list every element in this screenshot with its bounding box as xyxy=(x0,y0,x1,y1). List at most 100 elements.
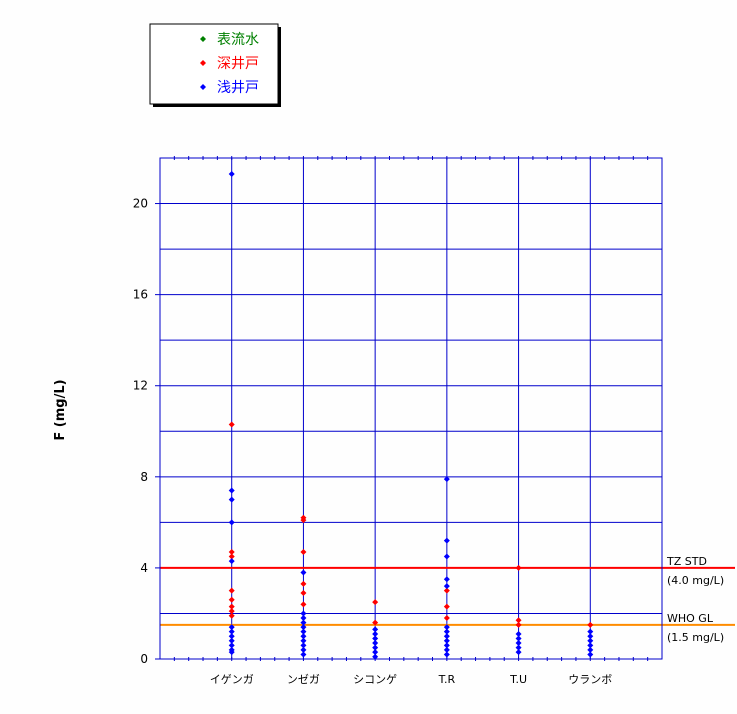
data-point xyxy=(228,612,235,619)
legend-label: 深井戸 xyxy=(217,56,259,72)
data-point xyxy=(372,640,379,647)
x-tick-label: ウランボ xyxy=(568,673,612,686)
plot-frame xyxy=(159,157,663,660)
legend-label: 表流水 xyxy=(217,32,259,48)
data-point xyxy=(228,487,235,494)
data-point xyxy=(228,558,235,565)
data-point xyxy=(300,633,307,640)
data-point xyxy=(587,628,594,635)
data-point xyxy=(587,642,594,649)
data-point xyxy=(300,646,307,653)
data-point xyxy=(300,651,307,658)
y-tick-label: 8 xyxy=(140,470,148,484)
data-point xyxy=(372,635,379,642)
data-point xyxy=(228,519,235,526)
data-point xyxy=(587,646,594,653)
data-point xyxy=(515,635,522,642)
data-point xyxy=(443,628,450,635)
data-point xyxy=(228,170,235,177)
data-point xyxy=(300,615,307,622)
data-point xyxy=(228,496,235,503)
data-point xyxy=(515,644,522,651)
reference-label-value: (1.5 mg/L) xyxy=(667,631,724,644)
data-point xyxy=(372,619,379,626)
y-tick-label: 16 xyxy=(133,288,148,302)
data-point xyxy=(300,580,307,587)
data-point xyxy=(228,587,235,594)
data-point xyxy=(228,553,235,560)
data-point xyxy=(515,630,522,637)
grid xyxy=(160,157,662,660)
data-point xyxy=(300,628,307,635)
data-point xyxy=(228,603,235,610)
legend-label: 浅井戸 xyxy=(217,80,259,96)
data-point xyxy=(372,630,379,637)
x-tick-label: ンゼガ xyxy=(287,673,320,686)
data-point xyxy=(228,624,235,631)
data-point xyxy=(372,626,379,633)
data-point xyxy=(228,637,235,644)
data-point xyxy=(300,642,307,649)
data-point xyxy=(228,633,235,640)
reference-label: WHO GL xyxy=(667,612,714,625)
data-point xyxy=(300,610,307,617)
data-point xyxy=(443,553,450,560)
y-tick-label: 0 xyxy=(140,652,148,666)
reference-label-value: (4.0 mg/L) xyxy=(667,574,724,587)
data-point xyxy=(228,608,235,615)
x-tick-label: T.R xyxy=(438,673,456,686)
data-point xyxy=(443,603,450,610)
data-point xyxy=(587,651,594,658)
data-point xyxy=(515,640,522,647)
y-axis-label: F (mg/L) xyxy=(53,379,68,440)
legend-marker xyxy=(200,84,206,90)
data-point xyxy=(300,624,307,631)
data-point xyxy=(372,644,379,651)
data-point xyxy=(300,589,307,596)
reference-label: TZ STD xyxy=(666,555,707,568)
x-tick-label: シコンゲ xyxy=(353,673,397,686)
data-point xyxy=(443,615,450,622)
data-point xyxy=(228,649,235,656)
data-point xyxy=(300,637,307,644)
data-point xyxy=(300,548,307,555)
legend-box xyxy=(149,23,279,105)
data-points xyxy=(228,170,594,660)
data-point xyxy=(443,624,450,631)
data-point xyxy=(300,619,307,626)
data-point xyxy=(372,653,379,660)
data-point xyxy=(587,621,594,628)
data-point xyxy=(372,649,379,656)
legend-marker xyxy=(200,36,206,42)
legend-marker xyxy=(200,60,206,66)
y-tick-label: 20 xyxy=(133,197,148,211)
data-point xyxy=(443,642,450,649)
data-point xyxy=(443,583,450,590)
data-point xyxy=(300,517,307,524)
data-point xyxy=(443,537,450,544)
data-point xyxy=(515,564,522,571)
data-point xyxy=(228,596,235,603)
data-point xyxy=(443,587,450,594)
data-point xyxy=(515,617,522,624)
data-point xyxy=(228,628,235,635)
data-point xyxy=(228,548,235,555)
x-tick-label: イゲンガ xyxy=(210,673,254,686)
data-point xyxy=(300,569,307,576)
data-point xyxy=(587,633,594,640)
data-point xyxy=(300,601,307,608)
data-point xyxy=(443,651,450,658)
data-point xyxy=(443,476,450,483)
data-point xyxy=(515,649,522,656)
axes: 0 4 8 12 16 20 イゲンガ ンゼガ シコンゲ T.R T.U ウランボ xyxy=(133,156,663,686)
data-point xyxy=(515,621,522,628)
data-point xyxy=(372,599,379,606)
data-point xyxy=(443,633,450,640)
data-point xyxy=(228,642,235,649)
data-point xyxy=(443,646,450,653)
data-point xyxy=(228,421,235,428)
y-tick-label: 12 xyxy=(133,379,148,393)
data-point xyxy=(587,637,594,644)
